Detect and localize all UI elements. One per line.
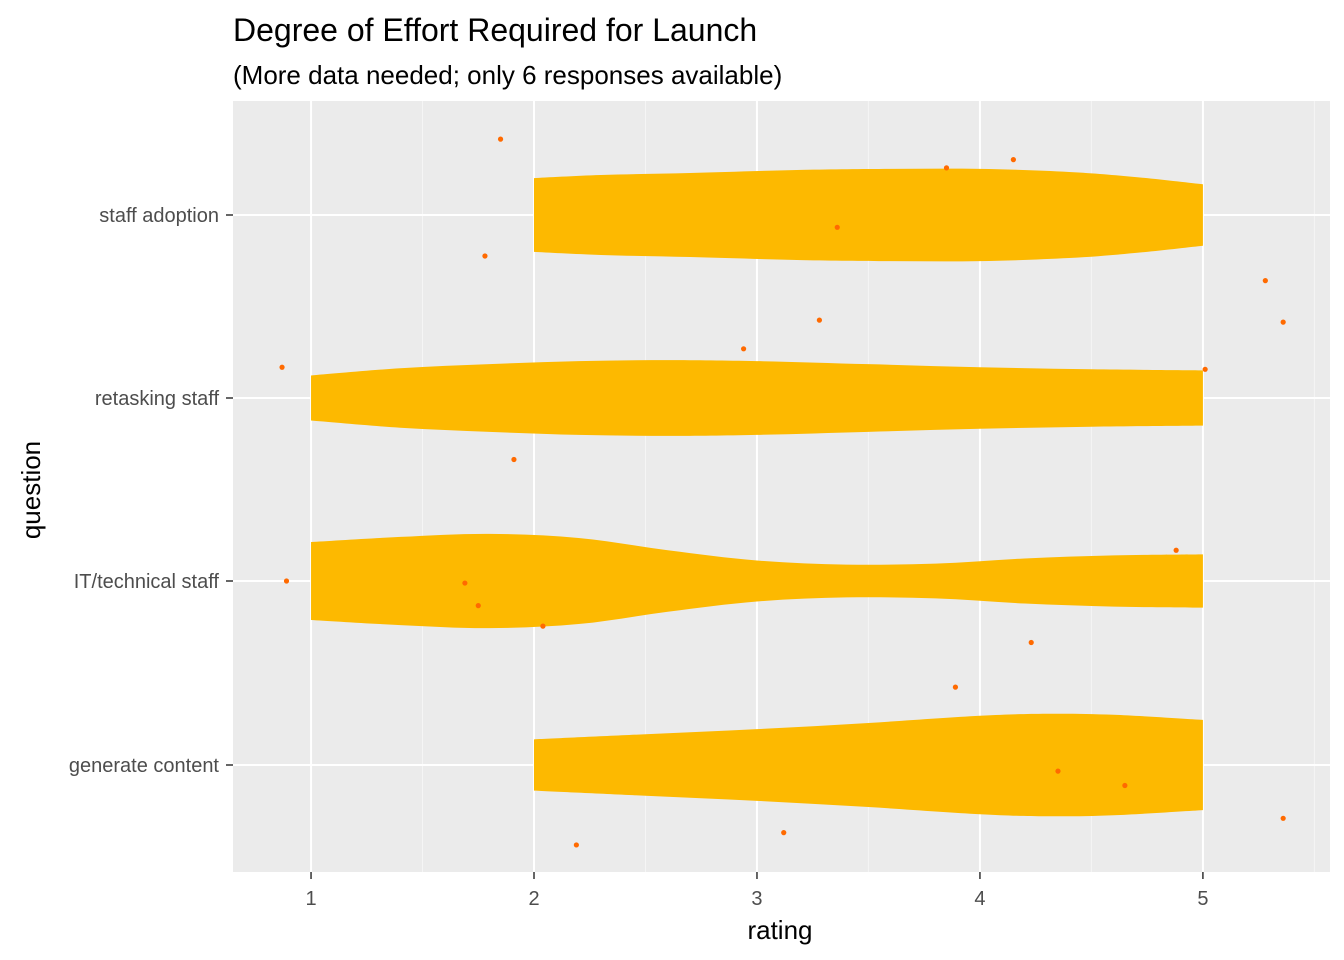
data-point xyxy=(943,165,950,171)
data-point xyxy=(279,364,285,370)
data-point xyxy=(1055,768,1061,774)
data-point xyxy=(540,623,546,629)
x-tick-label: 4 xyxy=(974,888,985,910)
data-point xyxy=(573,842,579,848)
data-point xyxy=(1262,278,1268,284)
axes: 1 2 3 4 5 staff adoption retasking staff IT/tec… xyxy=(69,205,1209,910)
data-point xyxy=(475,603,481,609)
x-axis-title: rating xyxy=(747,915,812,945)
data-point xyxy=(1280,815,1286,821)
x-tick-label: 1 xyxy=(305,888,316,910)
data-point xyxy=(740,346,747,352)
data-point xyxy=(482,253,488,259)
x-tick-label: 2 xyxy=(528,888,539,910)
x-tick-label: 3 xyxy=(751,888,762,910)
data-point xyxy=(497,136,504,142)
data-point xyxy=(952,684,959,690)
violin-generate-content xyxy=(534,713,1203,817)
violin-staff-adoption xyxy=(534,168,1203,262)
data-point xyxy=(1028,639,1034,646)
jitter-points xyxy=(279,136,1286,848)
y-tick-label: retasking staff xyxy=(95,388,220,410)
y-tick-label: staff adoption xyxy=(99,205,219,227)
data-point xyxy=(781,830,787,836)
data-point xyxy=(1173,547,1179,553)
chart-subtitle: (More data needed; only 6 responses avai… xyxy=(233,60,782,90)
x-tick-label: 5 xyxy=(1197,888,1208,910)
chart-title: Degree of Effort Required for Launch xyxy=(233,12,757,48)
y-tick-label: IT/technical staff xyxy=(74,571,220,593)
data-point xyxy=(511,456,517,463)
data-point xyxy=(462,580,468,586)
violin-it-technical-staff xyxy=(311,533,1203,629)
data-point xyxy=(834,224,840,230)
violins xyxy=(311,168,1203,817)
data-point xyxy=(1010,157,1016,163)
y-tick-label: generate content xyxy=(69,755,220,777)
data-point xyxy=(1122,782,1128,789)
y-axis-title: question xyxy=(16,441,46,539)
data-point xyxy=(1202,366,1208,372)
data-point xyxy=(1280,319,1286,325)
data-point xyxy=(283,578,290,584)
violin-retasking-staff xyxy=(311,360,1203,436)
data-point xyxy=(816,317,823,323)
